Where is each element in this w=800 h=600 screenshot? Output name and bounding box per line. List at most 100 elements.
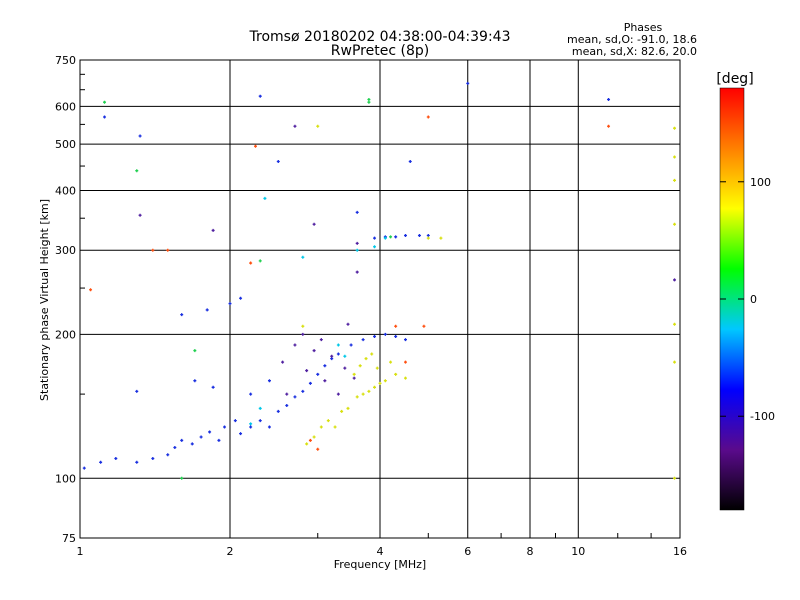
data-point — [383, 379, 387, 383]
y-axis-label: Stationary phase Virtual Height [km] — [38, 199, 51, 401]
data-point — [373, 245, 377, 249]
data-point — [383, 332, 387, 336]
colorbar-tick-label: 100 — [750, 176, 771, 189]
data-point — [233, 419, 237, 423]
data-point — [82, 466, 86, 470]
x-tick-label: 4 — [377, 545, 384, 558]
data-point — [323, 364, 327, 368]
data-point — [166, 453, 170, 457]
data-point — [373, 334, 377, 338]
data-point — [355, 395, 359, 399]
data-point — [305, 442, 309, 446]
tick-labels: 1 2 4 6 8 10 16 75 100 200 300 400 500 600 750 — [55, 54, 687, 558]
data-point — [403, 234, 407, 238]
data-point — [199, 435, 203, 439]
x-tick-label: 2 — [227, 545, 234, 558]
y-tick-label: 300 — [55, 244, 76, 257]
data-point — [389, 235, 393, 239]
data-point — [312, 222, 316, 226]
data-point — [285, 403, 289, 407]
data-point — [426, 236, 430, 240]
data-point — [673, 155, 677, 159]
data-point — [316, 372, 320, 376]
data-point — [326, 419, 330, 423]
data-point — [239, 296, 243, 300]
data-point — [389, 360, 393, 364]
data-point — [253, 144, 257, 148]
data-point — [190, 442, 194, 446]
chart-title: Tromsø 20180202 04:38:00-04:39:43 — [249, 29, 511, 45]
data-point — [343, 366, 347, 370]
data-point — [103, 100, 107, 104]
data-point — [308, 381, 312, 385]
data-point — [208, 430, 212, 434]
data-point — [312, 435, 316, 439]
data-point — [258, 94, 262, 98]
data-point — [673, 322, 677, 326]
legend-line-x: mean, sd,X: 82.6, 20.0 — [572, 45, 697, 58]
legend-line-o: mean, sd,O: -91.0, 18.6 — [567, 33, 697, 46]
data-point — [239, 432, 243, 436]
data-point — [336, 343, 340, 347]
data-point — [383, 236, 387, 240]
data-point — [333, 425, 337, 429]
colorbar-tick-label: -100 — [750, 410, 775, 423]
data-point — [607, 124, 611, 128]
data-point — [330, 354, 334, 358]
data-point — [89, 288, 93, 292]
data-point — [358, 364, 362, 368]
data-point — [205, 308, 209, 312]
data-point — [249, 425, 253, 429]
data-point — [180, 438, 184, 442]
data-point — [249, 392, 253, 396]
data-point — [217, 438, 221, 442]
data-point — [367, 389, 371, 393]
data-point — [343, 354, 347, 358]
data-point — [673, 278, 677, 282]
x-tick-label: 8 — [527, 545, 534, 558]
data-point — [312, 349, 316, 353]
data-point — [323, 379, 327, 383]
data-point — [301, 332, 305, 336]
data-point — [352, 372, 356, 376]
data-point — [193, 349, 197, 353]
y-tick-label: 400 — [55, 184, 76, 197]
data-point — [319, 338, 323, 342]
data-point — [180, 476, 184, 480]
data-point — [346, 406, 350, 410]
data-point — [138, 213, 142, 217]
data-point — [135, 460, 139, 464]
data-point — [394, 235, 398, 239]
data-point — [211, 228, 215, 232]
data-point — [673, 476, 677, 480]
data-point — [276, 159, 280, 163]
data-point — [211, 385, 215, 389]
data-point — [346, 322, 350, 326]
data-point — [319, 425, 323, 429]
data-point — [293, 395, 297, 399]
data-point — [340, 409, 344, 413]
data-point — [355, 248, 359, 252]
data-points — [82, 81, 677, 480]
data-point — [267, 425, 271, 429]
data-point — [249, 422, 253, 426]
data-point — [258, 419, 262, 423]
plot-frame — [79, 59, 681, 539]
data-point — [367, 100, 371, 104]
data-point — [361, 338, 365, 342]
data-point — [114, 456, 118, 460]
data-point — [417, 234, 421, 238]
x-tick-label: 1 — [77, 545, 84, 558]
data-point — [223, 425, 227, 429]
data-point — [394, 372, 398, 376]
y-tick-label: 600 — [55, 100, 76, 113]
data-point — [180, 313, 184, 317]
data-point — [426, 115, 430, 119]
y-tick-label: 100 — [55, 472, 76, 485]
grid-lines — [79, 59, 681, 539]
data-point — [375, 366, 379, 370]
data-point — [355, 210, 359, 214]
data-point — [336, 392, 340, 396]
legend-title: Phases — [624, 21, 663, 34]
